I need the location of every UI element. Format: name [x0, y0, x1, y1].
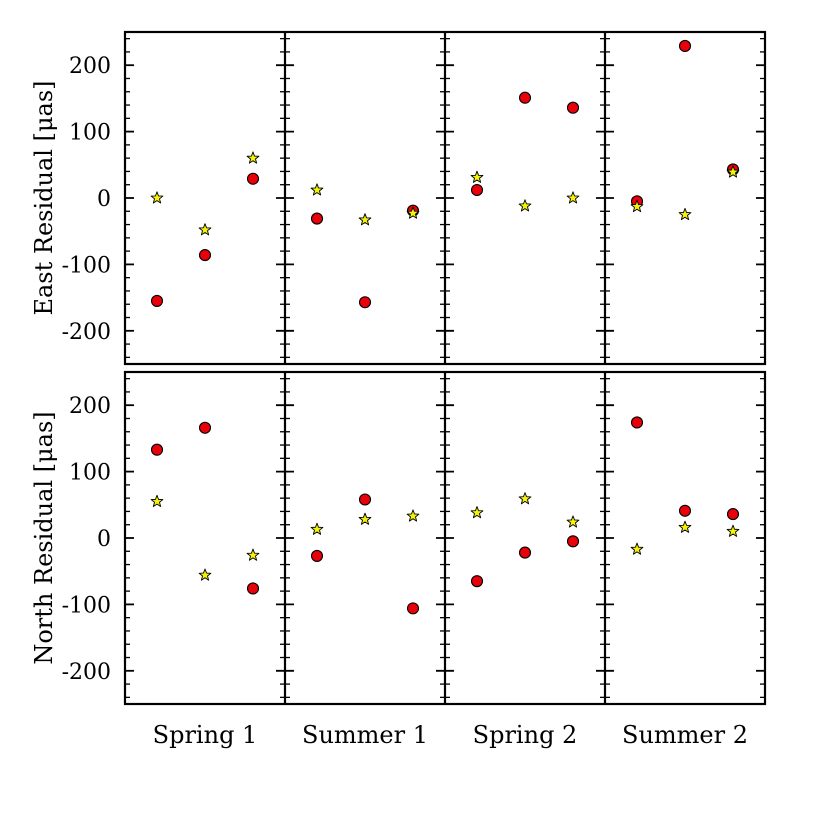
y-tick-label: -200: [62, 320, 111, 345]
y-axis-label: East Residual [μas]: [30, 80, 58, 315]
star-point: [726, 524, 740, 537]
star-point: [150, 494, 164, 507]
y-tick-label: -100: [62, 593, 111, 618]
star-point: [726, 165, 740, 178]
circle-point: [310, 549, 324, 562]
y-tick-label: 200: [69, 394, 111, 419]
star-point: [358, 213, 372, 226]
circle-point: [678, 39, 692, 52]
x-category-label: Summer 2: [622, 721, 748, 749]
star-point: [310, 522, 324, 535]
star-point: [678, 207, 692, 221]
circle-point: [358, 493, 372, 506]
y-tick-label: -100: [62, 253, 111, 278]
star-point: [150, 191, 164, 204]
x-category-label: Spring 2: [473, 721, 578, 749]
panel-north: -200 -100 0 100 200 North Residual [μas]: [30, 370, 767, 706]
star-point: [566, 515, 580, 528]
star-point: [630, 199, 644, 213]
star-point: [470, 506, 484, 519]
star-point: [470, 170, 484, 183]
circle-point: [246, 172, 260, 185]
y-tick-label: 0: [97, 187, 111, 212]
circle-point: [566, 535, 580, 548]
circle-point: [518, 546, 532, 559]
x-category-label: Spring 1: [153, 721, 258, 749]
circle-point: [726, 508, 740, 521]
circle-point: [518, 91, 532, 104]
circle-point: [630, 416, 644, 429]
star-point: [566, 191, 580, 204]
star-point: [518, 492, 532, 505]
circle-point: [566, 101, 580, 114]
circle-point: [406, 602, 420, 615]
star-point: [678, 520, 692, 533]
star-point: [630, 542, 644, 555]
star-point: [518, 199, 532, 212]
y-tick-label: 100: [69, 121, 111, 146]
circle-point: [198, 249, 212, 262]
panel-east: -200 -100 0 100 200 East Residual [μas]: [30, 30, 767, 366]
star-point: [406, 509, 420, 522]
circle-point: [358, 296, 372, 309]
star-point: [198, 568, 212, 581]
circle-point: [150, 443, 164, 456]
star-point: [358, 512, 372, 525]
circle-point: [470, 575, 484, 588]
circle-point: [246, 582, 260, 595]
circle-point: [198, 421, 212, 434]
y-tick-label: 0: [97, 527, 111, 552]
y-tick-label: -200: [62, 660, 111, 685]
x-category-label: Summer 1: [302, 721, 428, 749]
star-point: [246, 548, 260, 561]
y-axis-label: North Residual [μas]: [30, 411, 58, 664]
circle-point: [678, 504, 692, 517]
star-point: [246, 151, 260, 164]
y-tick-label: 200: [69, 54, 111, 79]
circle-point: [150, 294, 164, 307]
star-point: [406, 206, 420, 219]
y-tick-label: 100: [69, 461, 111, 486]
circle-point: [470, 183, 484, 197]
star-point: [198, 223, 212, 236]
star-point: [310, 183, 324, 196]
circle-point: [310, 212, 324, 225]
